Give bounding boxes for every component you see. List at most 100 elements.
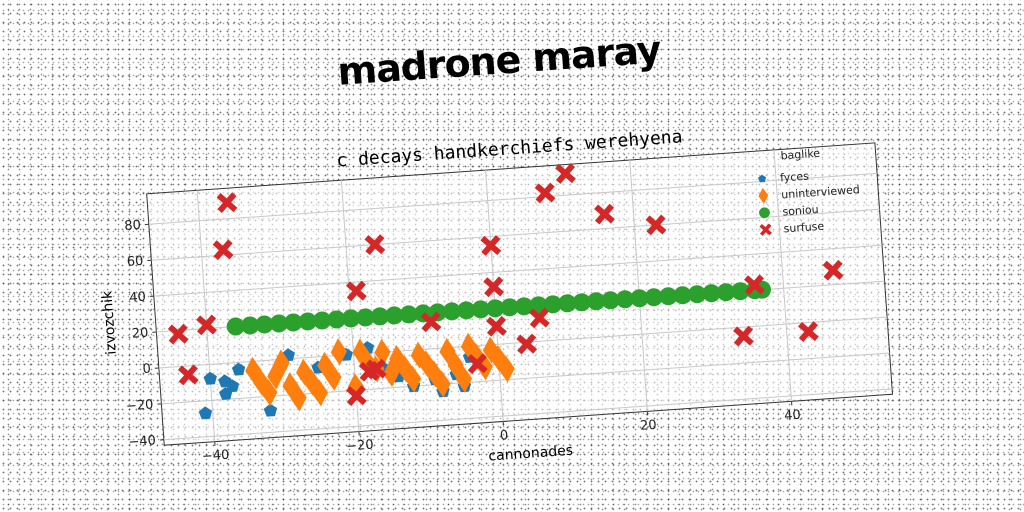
data-point-surfuse	[177, 364, 199, 386]
data-point-surfuse	[534, 182, 556, 204]
data-point-soniou	[241, 316, 260, 335]
series-soniou	[226, 280, 771, 336]
data-point-uninterviewed	[405, 365, 422, 393]
data-point-surfuse	[798, 321, 819, 342]
data-point-uninterviewed	[374, 338, 391, 366]
x-tick-label: −20	[346, 438, 374, 455]
data-point-surfuse	[594, 203, 615, 225]
data-point-uninterviewed	[498, 355, 515, 383]
legend-marker-uninterviewed	[758, 187, 769, 204]
data-point-surfuse	[555, 163, 576, 184]
data-point-surfuse	[529, 307, 550, 329]
data-point-surfuse	[167, 323, 189, 345]
data-point-uninterviewed	[455, 365, 473, 393]
data-point-surfuse	[516, 333, 538, 355]
grid-line-y	[163, 388, 893, 441]
data-point-surfuse	[196, 314, 217, 336]
data-point-soniou	[471, 300, 490, 319]
x-tick-label: −40	[202, 448, 230, 465]
grid-line-x	[485, 170, 504, 422]
data-point-uninterviewed	[290, 384, 307, 412]
legend-marker-soniou	[759, 207, 770, 219]
y-tick-label: −20	[126, 397, 154, 414]
data-point-soniou	[370, 307, 389, 326]
legend-marker-fyces	[758, 174, 767, 183]
grid-line-y	[148, 172, 878, 225]
legend-label-soniou: soniou	[782, 203, 819, 218]
data-point-surfuse	[364, 234, 386, 255]
data-point-uninterviewed	[325, 363, 342, 391]
data-point-soniou	[644, 288, 663, 307]
legend-label-uninterviewed: uninterviewed	[781, 183, 860, 201]
grid-line-x	[196, 190, 216, 442]
data-point-surfuse	[365, 358, 387, 380]
data-point-uninterviewed	[267, 362, 284, 390]
data-point-soniou	[356, 308, 375, 327]
grid-line-x	[773, 149, 793, 402]
data-point-soniou	[442, 302, 461, 321]
data-point-soniou	[226, 317, 245, 336]
data-point-surfuse	[733, 325, 754, 347]
data-point-uninterviewed	[273, 349, 290, 377]
data-point-surfuse	[345, 280, 367, 302]
y-tick-label: 80	[124, 218, 142, 234]
series-surfuse	[167, 163, 844, 407]
grid-line-x	[629, 159, 648, 412]
data-point-soniou	[500, 298, 519, 317]
data-point-soniou	[284, 313, 303, 332]
data-point-uninterviewed	[352, 338, 369, 366]
data-point-uninterviewed	[383, 359, 400, 387]
data-point-surfuse	[212, 239, 234, 261]
data-point-fyces	[225, 379, 240, 393]
data-point-uninterviewed	[261, 379, 278, 407]
y-tick-label: 20	[131, 326, 149, 342]
x-tick-label: 40	[784, 408, 802, 424]
data-point-surfuse	[483, 276, 505, 298]
data-point-fyces	[203, 371, 217, 385]
data-marks	[167, 163, 844, 420]
data-point-surfuse	[744, 274, 765, 296]
legend-label-fyces: fyces	[780, 170, 810, 185]
data-point-soniou	[616, 290, 635, 309]
legend-marker-surfuse	[759, 223, 772, 236]
chart-rotation-group: c decays handkerchiefs werehyena −40−200…	[99, 126, 894, 465]
data-point-soniou	[399, 305, 418, 324]
data-point-uninterviewed	[311, 379, 329, 407]
x-axis-label: cannonades	[488, 443, 574, 465]
y-tick-label: 40	[129, 290, 147, 306]
data-point-surfuse	[216, 192, 238, 213]
data-point-uninterviewed	[434, 370, 451, 398]
y-tick-label: 0	[142, 362, 151, 378]
data-point-soniou	[385, 306, 404, 325]
data-point-soniou	[341, 309, 360, 328]
data-point-uninterviewed	[330, 338, 347, 366]
data-point-surfuse	[822, 259, 844, 281]
data-point-fyces	[231, 362, 246, 376]
data-point-soniou	[515, 297, 534, 316]
data-point-fyces	[263, 403, 278, 417]
data-point-soniou	[731, 282, 750, 301]
data-point-surfuse	[486, 315, 507, 337]
y-tick-label: −40	[128, 433, 156, 450]
data-point-soniou	[543, 295, 562, 314]
data-point-soniou	[659, 287, 678, 306]
data-point-soniou	[255, 315, 274, 334]
data-point-surfuse	[466, 353, 488, 375]
data-point-soniou	[601, 291, 620, 310]
data-point-soniou	[688, 285, 707, 304]
x-tick-label: 0	[499, 428, 508, 444]
x-tick-labels: −40 −20 0 20 40	[202, 408, 802, 465]
data-point-soniou	[673, 286, 692, 305]
data-point-soniou	[702, 284, 721, 303]
data-point-soniou	[313, 311, 332, 330]
data-point-fyces	[198, 406, 213, 420]
legend-title: baglike	[780, 147, 821, 163]
data-point-soniou	[327, 310, 346, 329]
data-point-soniou	[716, 283, 735, 302]
x-tick-label: 20	[640, 418, 658, 434]
data-point-soniou	[558, 294, 577, 313]
grid-line-y	[153, 244, 883, 297]
data-point-soniou	[269, 314, 288, 333]
